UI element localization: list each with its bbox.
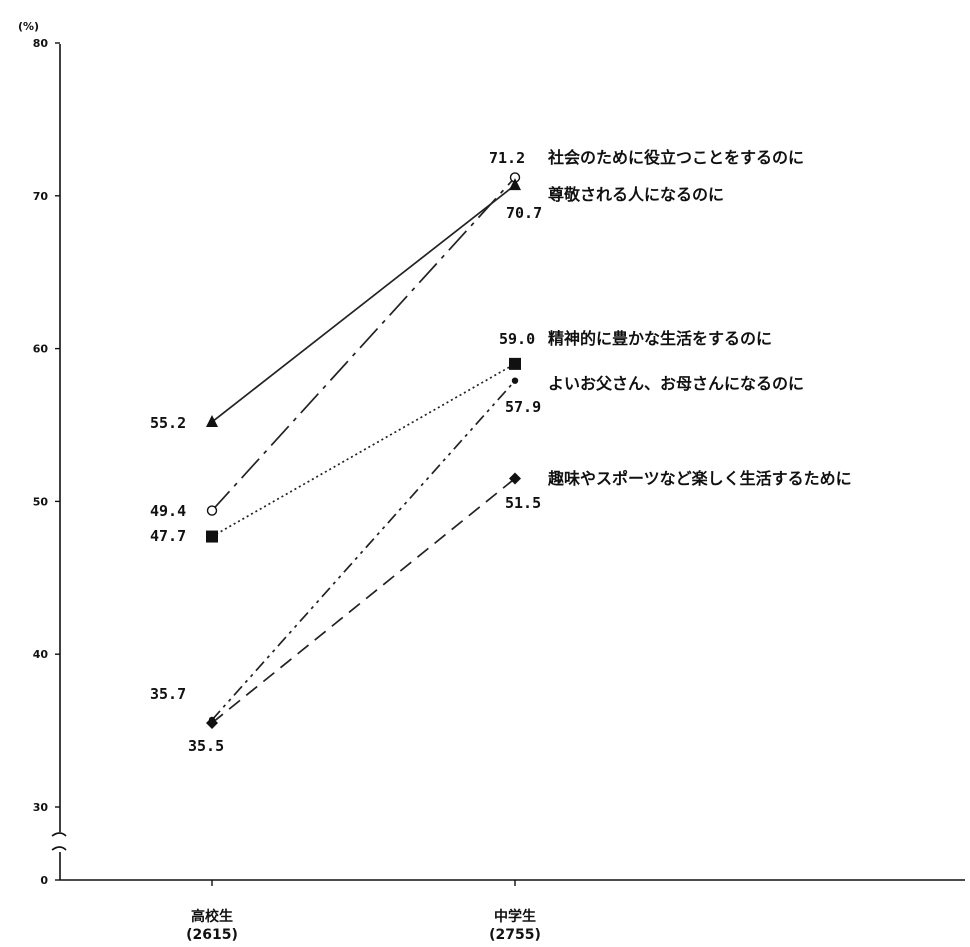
x-category-ms-n: (2755) [489,927,541,943]
value-label-hs-49-4: 49.4 [150,502,186,520]
value-label-ms-51-5: 51.5 [505,494,541,512]
y-tick-label: 50 [33,495,49,508]
x-category-hs-name: 高校生 [191,908,233,925]
series-line-5 [211,477,516,724]
value-label-ms-59-0: 59.0 [499,330,535,348]
series-5-point-1-diamond-marker [206,716,218,729]
series-label-1: 社会のために役立つことをするのに [547,148,804,167]
x-axis-categories [211,880,516,886]
y-tick-label: 60 [33,343,49,356]
value-label-ms-71-2: 71.2 [489,149,525,167]
series-line-1 [211,176,516,512]
series-lines [211,176,516,724]
x-category-hs-n: (2615) [186,927,238,943]
series-label-4: よいお父さん、お母さんになるのに [548,374,804,393]
value-label-hs-47-7: 47.7 [150,527,186,545]
series-label-5: 趣味やスポーツなど楽しく生活するために [547,469,852,488]
series-3-point-2-square-marker [509,357,521,370]
series-3-point-1-square-marker [206,530,218,543]
y-tick-label: 40 [33,648,49,661]
series-2-point-1-triangle-marker [206,414,218,427]
series-line-2 [211,184,516,423]
series-2-point-2-triangle-marker [509,178,521,191]
value-label-ms-70-7: 70.7 [506,204,542,222]
series-markers [206,172,521,729]
x-category-ms-name: 中学生 [494,908,536,925]
series-1-point-1-circle-marker [206,505,218,516]
y-axis-unit-label: (%) [18,20,39,33]
series-label-3: 精神的に豊かな生活をするのに [548,329,772,348]
y-tick-label: 0 [40,874,48,887]
axis-break-mark [51,832,67,851]
value-label-hs-55-2: 55.2 [150,414,186,432]
value-label-hs-35-5: 35.5 [188,737,224,755]
value-label-hs-35-7: 35.7 [150,685,186,703]
y-tick-label: 70 [33,190,49,203]
series-line-3 [211,363,516,538]
series-line-4 [211,380,516,721]
y-tick-label: 30 [33,801,49,814]
y-axis-ticks: 0 30 40 50 60 70 80 [33,37,60,887]
series-label-2: 尊敬される人になるのに [548,185,724,204]
y-tick-label: 80 [33,37,49,50]
series-4-point-2-dot-marker [511,377,519,384]
value-label-ms-57-9: 57.9 [505,398,541,416]
series-5-point-2-diamond-marker [509,472,521,485]
